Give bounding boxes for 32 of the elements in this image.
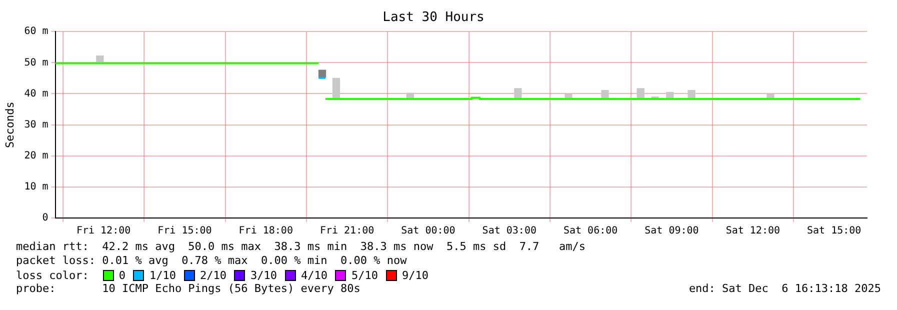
y-tick-label: 0 <box>42 212 48 224</box>
y-tick-label: 10 m <box>24 182 48 193</box>
y-axis-title: Seconds <box>3 102 16 148</box>
text: end: Sat Dec 6 16:13:18 2025 <box>688 282 881 296</box>
legend-label: 1/10 <box>149 268 176 282</box>
legend-label: 2/10 <box>200 268 226 282</box>
x-tick-label: Fri 21:00 <box>320 226 374 237</box>
y-tick-label: 40 m <box>24 88 48 100</box>
x-tick-label: Sat 15:00 <box>806 226 862 237</box>
bar <box>332 78 340 100</box>
x-tick-label: Fri 12:00 <box>76 226 131 237</box>
legend-label: 4/10 <box>300 268 328 282</box>
x-tick-label: Sat 06:00 <box>563 226 618 237</box>
legend-label: 5/10 <box>351 268 378 282</box>
legend-label: 0 <box>118 268 126 282</box>
y-tick-label: 50 m <box>24 57 48 68</box>
text: loss color: <box>16 268 89 282</box>
x-tick-label: Sat 12:00 <box>726 226 780 237</box>
x-tick-label: Sat 03:00 <box>482 226 536 237</box>
chart-title: Last 30 Hours <box>382 10 484 26</box>
text: median rtt: 42.2 ms avg 50.0 ms max 38.3 ms min 38.3 ms now 5.5 ms sd 7.7 am/s <box>16 240 587 254</box>
text: packet loss: 0.01 % avg 0.78 % max 0.00 % min 0.00 % now <box>16 254 408 268</box>
legend-label: 9/10 <box>402 268 428 282</box>
x-tick-label: Fri 15:00 <box>158 226 212 237</box>
legend-label: 3/10 <box>250 268 277 282</box>
y-tick-label: 30 m <box>24 119 48 130</box>
x-tick-label: Sat 09:00 <box>644 226 699 237</box>
y-tick-label: 60 m <box>24 26 48 38</box>
text: probe: 10 ICMP Echo Pings (56 Bytes) every 80s <box>16 282 360 296</box>
x-tick-label: Sat 00:00 <box>401 226 456 237</box>
y-tick-label: 20 m <box>24 150 48 162</box>
x-tick-label: Fri 18:00 <box>238 226 293 237</box>
